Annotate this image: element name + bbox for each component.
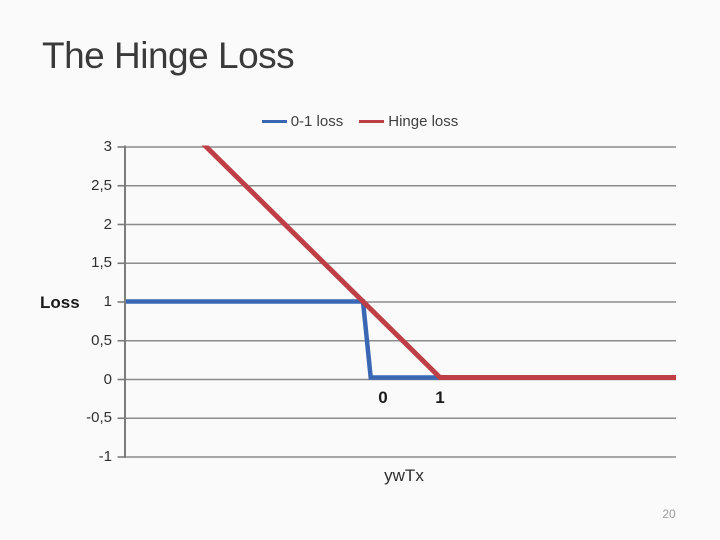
- y-tick-0-5: 0,5: [91, 331, 112, 349]
- y-tick-2: 2: [103, 215, 112, 233]
- legend-item-hinge-loss: Hinge loss: [359, 113, 458, 130]
- y-axis-title: Loss: [40, 293, 80, 312]
- legend-line-hinge-loss-icon: [359, 119, 385, 123]
- series-line-hinge-loss: [201, 145, 676, 380]
- series-line-0-1-loss: [126, 299, 676, 380]
- legend-label-hinge-loss: Hinge loss: [388, 112, 459, 130]
- chart-legend: 0-1 loss Hinge loss: [0, 112, 720, 130]
- page-number: 20: [662, 507, 676, 521]
- legend-item-0-1-loss: 0-1 loss: [261, 112, 344, 130]
- legend-label-0-1-loss: 0-1 loss: [290, 112, 344, 130]
- y-tick-1: 1: [103, 293, 112, 310]
- y-tick-0: 0: [103, 370, 112, 388]
- y-tick-2-5: 2,5: [91, 176, 112, 194]
- y-tick-3: 3: [103, 138, 112, 155]
- y-tick-1-5: 1,5: [91, 254, 112, 272]
- x-axis-title: ywTx: [384, 466, 424, 485]
- legend-line-0-1-loss-icon: [261, 119, 287, 123]
- y-tick-neg-0-5: -0,5: [86, 409, 112, 427]
- slide-title: The Hinge Loss: [42, 35, 295, 76]
- x-tick-0: 0: [378, 388, 388, 407]
- x-tick-1: 1: [435, 388, 445, 407]
- y-tick-neg-1: -1: [98, 448, 112, 465]
